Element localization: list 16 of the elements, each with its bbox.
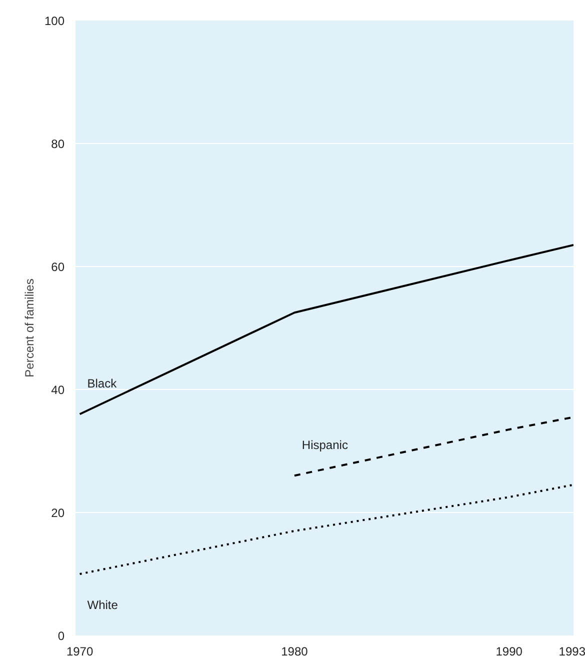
x-tick-label: 1993 <box>558 644 585 658</box>
y-tick-label: 40 <box>51 383 65 397</box>
series-label: Black <box>87 376 118 390</box>
y-tick-label: 60 <box>51 260 65 274</box>
line-series <box>78 244 574 416</box>
x-tick-label: 1970 <box>66 644 94 658</box>
x-tick-label: 1990 <box>496 644 523 658</box>
line-series <box>78 484 574 575</box>
y-tick-label: 20 <box>51 506 65 520</box>
y-tick-label: 0 <box>58 629 65 643</box>
y-tick-label: 100 <box>44 14 65 28</box>
series-label: Hispanic <box>302 438 348 452</box>
x-tick-label: 1980 <box>281 644 308 658</box>
text: White <box>87 598 118 612</box>
y-tick-label: 80 <box>51 137 65 151</box>
y-axis-title: Percent of families <box>22 278 36 378</box>
